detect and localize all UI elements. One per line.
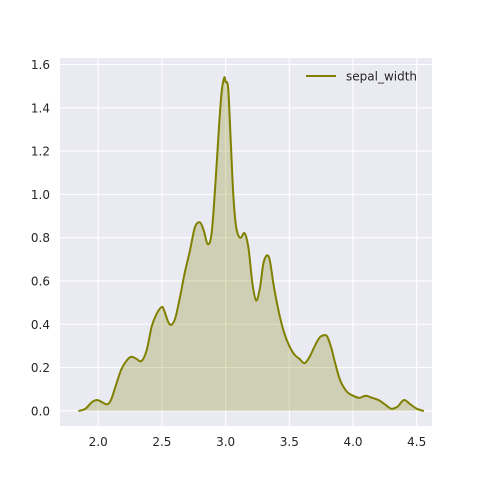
legend-label: sepal_width (346, 70, 417, 84)
y-axis-ticks: 0.0 0.2 0.4 0.6 0.8 1.0 1.2 1.4 1.6 (31, 58, 50, 418)
y-tick-label: 0.2 (31, 361, 50, 375)
x-tick-label: 3.0 (216, 435, 235, 449)
y-tick-label: 1.0 (31, 188, 50, 202)
y-tick-label: 1.4 (31, 101, 50, 115)
x-axis-ticks: 2.0 2.5 3.0 3.5 4.0 4.5 (89, 435, 427, 449)
density-area-0 (79, 77, 424, 411)
line-layer (78, 76, 425, 412)
x-tick-label: 2.5 (152, 435, 171, 449)
x-tick-label: 4.0 (343, 435, 362, 449)
y-tick-label: 1.6 (31, 58, 50, 72)
x-tick-label: 2.0 (89, 435, 108, 449)
plot-background (60, 58, 432, 426)
x-tick-label: 3.5 (280, 435, 299, 449)
y-tick-label: 0.0 (31, 404, 50, 418)
x-tick-label: 4.5 (407, 435, 426, 449)
area-layer (79, 77, 424, 411)
density-line-0 (78, 76, 425, 412)
y-tick-label: 1.2 (31, 145, 50, 159)
legend: sepal_width (306, 70, 417, 84)
y-tick-label: 0.4 (31, 318, 50, 332)
y-tick-label: 0.8 (31, 231, 50, 245)
y-tick-label: 0.6 (31, 274, 50, 288)
